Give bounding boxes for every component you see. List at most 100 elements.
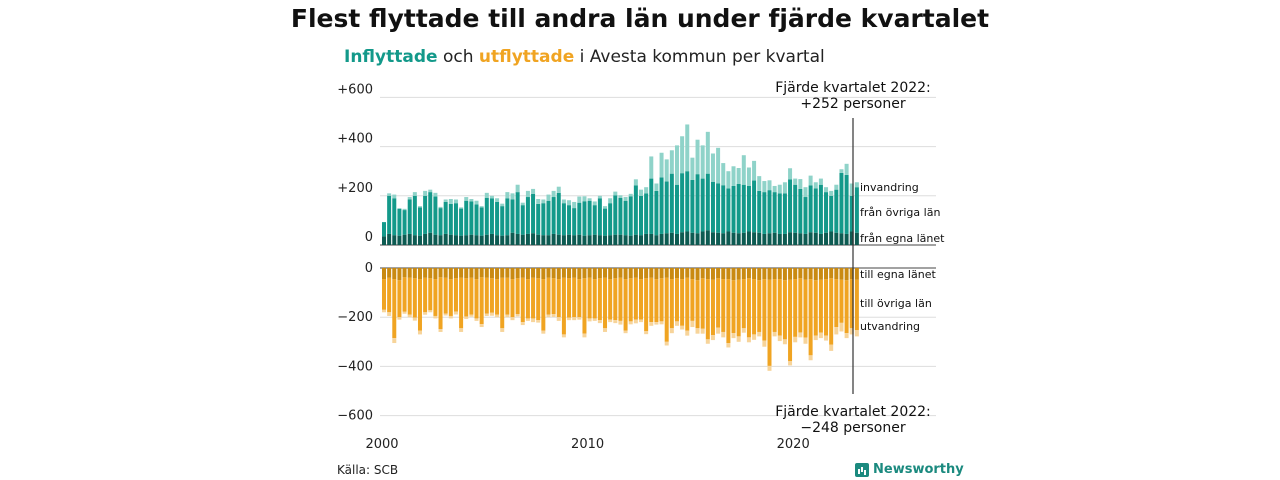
bar-in-other [746, 185, 751, 232]
bar-out-other [582, 278, 587, 334]
bar-out-emig [546, 314, 551, 318]
bar-in-immig [495, 198, 500, 202]
bar-in-immig [808, 175, 813, 186]
bar-out-emig [741, 328, 746, 333]
bar-out-other [597, 278, 602, 321]
bar-in-other [623, 200, 628, 236]
bar-out-other [762, 279, 767, 341]
series-label-in-immig: invandring [860, 181, 919, 194]
bar-out-other [623, 279, 628, 331]
bar-in-other [567, 205, 572, 235]
bar-in-immig [628, 193, 633, 197]
newsworthy-logo: Newsworthy [855, 462, 964, 477]
bar-out-emig [803, 337, 808, 344]
bar-out-other [505, 277, 510, 315]
bar-in-own [854, 232, 859, 245]
bar-in-own [721, 233, 726, 245]
bar-in-other [479, 207, 484, 236]
bar-in-own [777, 233, 782, 245]
bar-out-own [659, 268, 664, 279]
bar-out-emig [443, 313, 448, 316]
bar-out-other [654, 279, 659, 323]
bar-out-emig [469, 314, 474, 317]
bar-out-emig [464, 316, 469, 319]
bar-out-own [721, 268, 726, 280]
bar-in-other [813, 188, 818, 233]
bar-out-own [587, 268, 592, 278]
bar-in-immig [567, 200, 572, 206]
bar-in-own [515, 233, 520, 245]
bar-out-own [767, 268, 772, 280]
bar-in-other [690, 179, 695, 233]
bar-in-immig [854, 182, 859, 188]
bar-out-own [680, 268, 685, 280]
bar-in-own [387, 233, 392, 245]
bar-in-immig [700, 145, 705, 179]
bar-out-own [618, 268, 623, 278]
bar-out-other [479, 277, 484, 325]
bar-in-other [469, 201, 474, 235]
bar-out-emig [798, 332, 803, 338]
bar-out-other [757, 280, 762, 332]
bar-out-own [705, 268, 710, 280]
bar-out-other [587, 277, 592, 319]
bar-in-immig [433, 192, 438, 197]
bar-out-own [515, 268, 520, 279]
bar-out-emig [644, 331, 649, 335]
source-note: Källa: SCB [337, 463, 399, 477]
bar-in-own [453, 235, 458, 245]
bar-in-immig [551, 190, 556, 198]
bar-in-own [412, 235, 417, 245]
bar-out-emig [731, 333, 736, 339]
bar-out-other [772, 279, 777, 332]
bar-out-other [633, 277, 638, 320]
bar-out-emig [664, 341, 669, 346]
bar-out-own [459, 268, 464, 278]
bar-in-immig [531, 188, 536, 194]
bar-out-own [824, 268, 829, 280]
bar-in-other [592, 205, 597, 235]
bar-in-other [705, 173, 710, 231]
bar-out-emig [592, 318, 597, 321]
bar-out-emig [597, 320, 602, 324]
bar-in-own [382, 236, 386, 245]
bar-in-immig [587, 198, 592, 201]
bar-in-immig [690, 157, 695, 180]
bar-in-immig [500, 203, 505, 207]
bar-out-own [453, 268, 458, 279]
bar-in-own [757, 232, 762, 245]
bar-in-own [392, 235, 397, 245]
bar-in-other [731, 185, 736, 233]
bar-in-other [587, 200, 592, 236]
bar-out-other [495, 279, 500, 315]
y-tick-label-bottom: −200 [337, 310, 373, 325]
bar-in-other [556, 192, 561, 235]
bar-in-other [710, 181, 715, 233]
bar-in-other [849, 195, 854, 232]
bar-in-own [803, 233, 808, 245]
chart-subtitle: Inflyttade och utflyttade i Avesta kommu… [344, 47, 825, 67]
bar-out-emig [495, 314, 500, 318]
bar-in-immig [510, 193, 515, 200]
bar-in-own [839, 233, 844, 245]
bar-out-own [710, 268, 715, 280]
bar-in-other [500, 206, 505, 236]
subtitle-inflow-label: Inflyttade [344, 47, 438, 67]
bar-out-other [613, 278, 618, 321]
bar-in-other [597, 198, 602, 236]
bar-in-own [525, 233, 530, 245]
bar-out-own [531, 268, 536, 278]
bar-in-other [695, 174, 700, 234]
bar-in-own [690, 232, 695, 245]
bar-out-other [649, 277, 654, 323]
bar-out-own [757, 268, 762, 281]
bar-out-emig [793, 336, 798, 343]
bar-out-own [433, 268, 438, 280]
bar-in-immig [639, 189, 643, 196]
bar-out-other [803, 279, 808, 338]
bar-in-other [428, 192, 433, 233]
bar-out-other [407, 277, 412, 315]
bar-out-other [710, 279, 715, 336]
bar-out-own [500, 268, 505, 278]
bar-in-immig [402, 208, 407, 211]
